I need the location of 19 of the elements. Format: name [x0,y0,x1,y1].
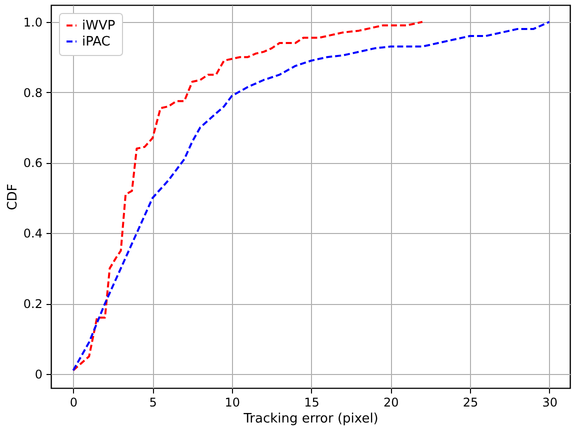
x-axis-title: Tracking error (pixel) [242,412,378,426]
x-tick-label: 25 [462,396,478,410]
x-tick-label: 15 [304,396,320,410]
y-tick-label: 0.2 [23,297,42,312]
x-tick-label: 0 [70,396,78,410]
y-tick-label: 0.6 [23,156,42,170]
x-tick-label: 5 [149,396,157,410]
line-series [72,20,424,372]
y-tick-label: 1.0 [23,15,42,30]
x-tick-label: 10 [224,396,240,410]
y-tick-label: 0.8 [23,86,42,100]
line-series [72,20,550,372]
legend-label: iWVP [82,18,116,34]
x-tick-label: 20 [384,396,399,410]
y-axis-title: CDF [5,184,20,210]
legend-label: iPAC [82,34,110,50]
y-tick-label: 0.4 [23,226,42,241]
y-tick-label: 0 [34,367,42,382]
x-tick-label: 30 [542,396,558,410]
